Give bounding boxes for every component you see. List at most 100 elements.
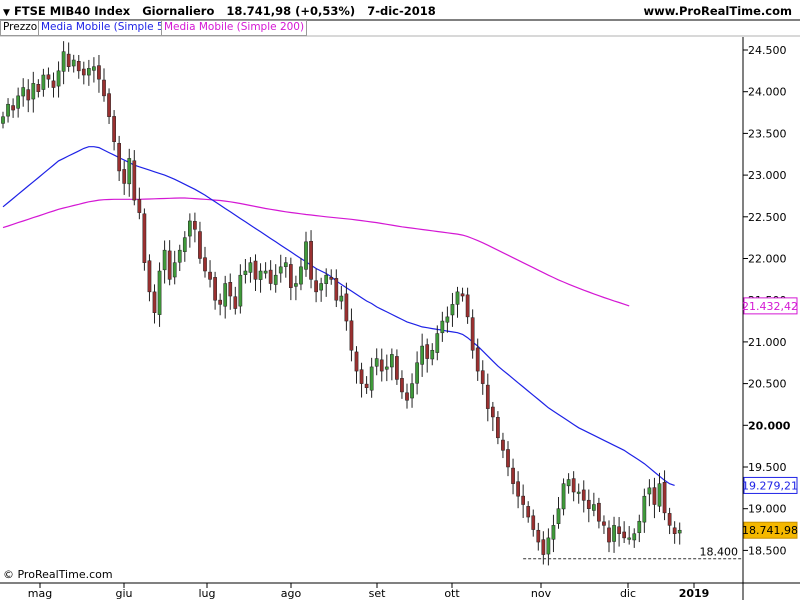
candle-body [102,79,106,97]
candle-body [435,333,440,353]
candle-body [66,53,71,67]
x-tick-label: set [369,587,386,600]
candle-body [213,277,217,301]
candle-body [566,479,571,487]
candle-body [612,525,616,542]
candle-body [571,478,576,493]
x-axis-ticks: mag giu lug ago set ott nov dic 2019 [28,583,709,600]
candle-body [198,231,202,259]
candle-body [294,283,298,287]
candle-body [41,74,46,90]
candle-body [405,392,409,401]
candle-body [632,533,637,541]
candle-body [137,199,142,213]
candle-body [81,68,86,76]
candle-body [21,87,26,97]
legend-sma50[interactable]: Media Mobile (Simple 50) [38,20,178,36]
candle-body [177,249,182,263]
candle-body [31,83,36,100]
candle-body [677,529,682,534]
y-tick-label: 20.500 [748,378,787,391]
candle-body [87,68,91,76]
candle-body [11,105,15,111]
candle-body [637,520,642,533]
symbol-title: FTSE MIB40 Index [13,4,131,18]
candle-body [445,316,450,323]
candle-body [97,65,101,80]
candle-body [475,347,480,372]
candle-body [253,260,258,280]
candle-body [455,291,460,305]
candle-body [561,483,566,510]
candle-body [314,280,318,293]
candle-body [485,384,490,409]
candle-body [657,483,662,507]
support-label: 18.400 [700,546,739,559]
candle-body [299,266,303,285]
candle-body [450,304,455,316]
candle-body [546,537,551,555]
y-tick-label: 18.500 [748,544,787,557]
caret-icon[interactable]: ▼ [3,8,10,18]
candle-body [369,366,374,391]
legend-price[interactable]: Prezzo [0,20,41,36]
candle-body [46,74,51,80]
candle-body [344,293,349,322]
candle-body [1,116,5,124]
legend-sma200[interactable]: Media Mobile (Simple 200) [161,20,308,36]
candle-body [36,84,41,92]
candle-body [642,495,647,523]
candle-body [576,491,581,494]
candle-body [374,358,379,367]
candle-body [289,264,293,288]
candle-body [531,515,536,530]
candle-body [607,527,611,543]
candle-body [440,320,445,334]
candle-body [592,504,596,511]
site-link[interactable]: www.ProRealTime.com [643,4,792,18]
sma200-tag-label: 21.432,42 [742,300,798,313]
last-price-header: 18.741,98 (+0,53%) [226,4,356,18]
sma50-layer [2,146,675,486]
x-tick-label: lug [198,587,215,600]
y-tick-label: 24.000 [748,86,787,99]
candle-body [157,270,162,315]
candle-body [132,160,137,201]
candle-body [521,495,525,505]
candle-body [6,103,10,117]
sma200-line [2,197,630,307]
chart-header: ▼ FTSE MIB40 Index Giornaliero 18.741,98… [3,4,436,18]
candle-body [465,294,470,318]
last-price-tag-box [743,521,798,539]
x-tick-label: nov [531,587,552,600]
candle-body [359,369,364,384]
candle-body [218,299,223,305]
candle-body [339,295,344,302]
sma50-line [2,146,675,486]
candle-body [193,221,197,230]
candle-body [652,487,657,505]
candle-body [142,213,147,263]
candle-body [581,489,586,501]
candle-body [602,521,606,526]
candle-body [425,344,430,359]
y-tick-label: 24.500 [748,44,787,57]
price-tags: 21.432,42 19.279,21 18.741,98 [742,297,798,539]
candle-body [506,449,510,468]
date-label: 7-dic-2018 [367,4,436,18]
candle-body [228,282,233,297]
candle-body [622,531,626,539]
period-label: Giornaliero [142,4,215,18]
candle-body [112,116,116,142]
last-price-tag-label: 18.741,98 [742,524,798,537]
x-tick-label: dic [620,587,636,600]
candle-body [516,481,520,497]
candle-body [152,291,157,313]
sma200-tag-box [743,297,798,315]
support-layer: 18.400 [523,546,742,560]
candle-body [258,270,263,280]
y-tick-label: 23.000 [748,169,787,182]
candle-body [147,260,152,293]
candle-body [273,274,278,285]
